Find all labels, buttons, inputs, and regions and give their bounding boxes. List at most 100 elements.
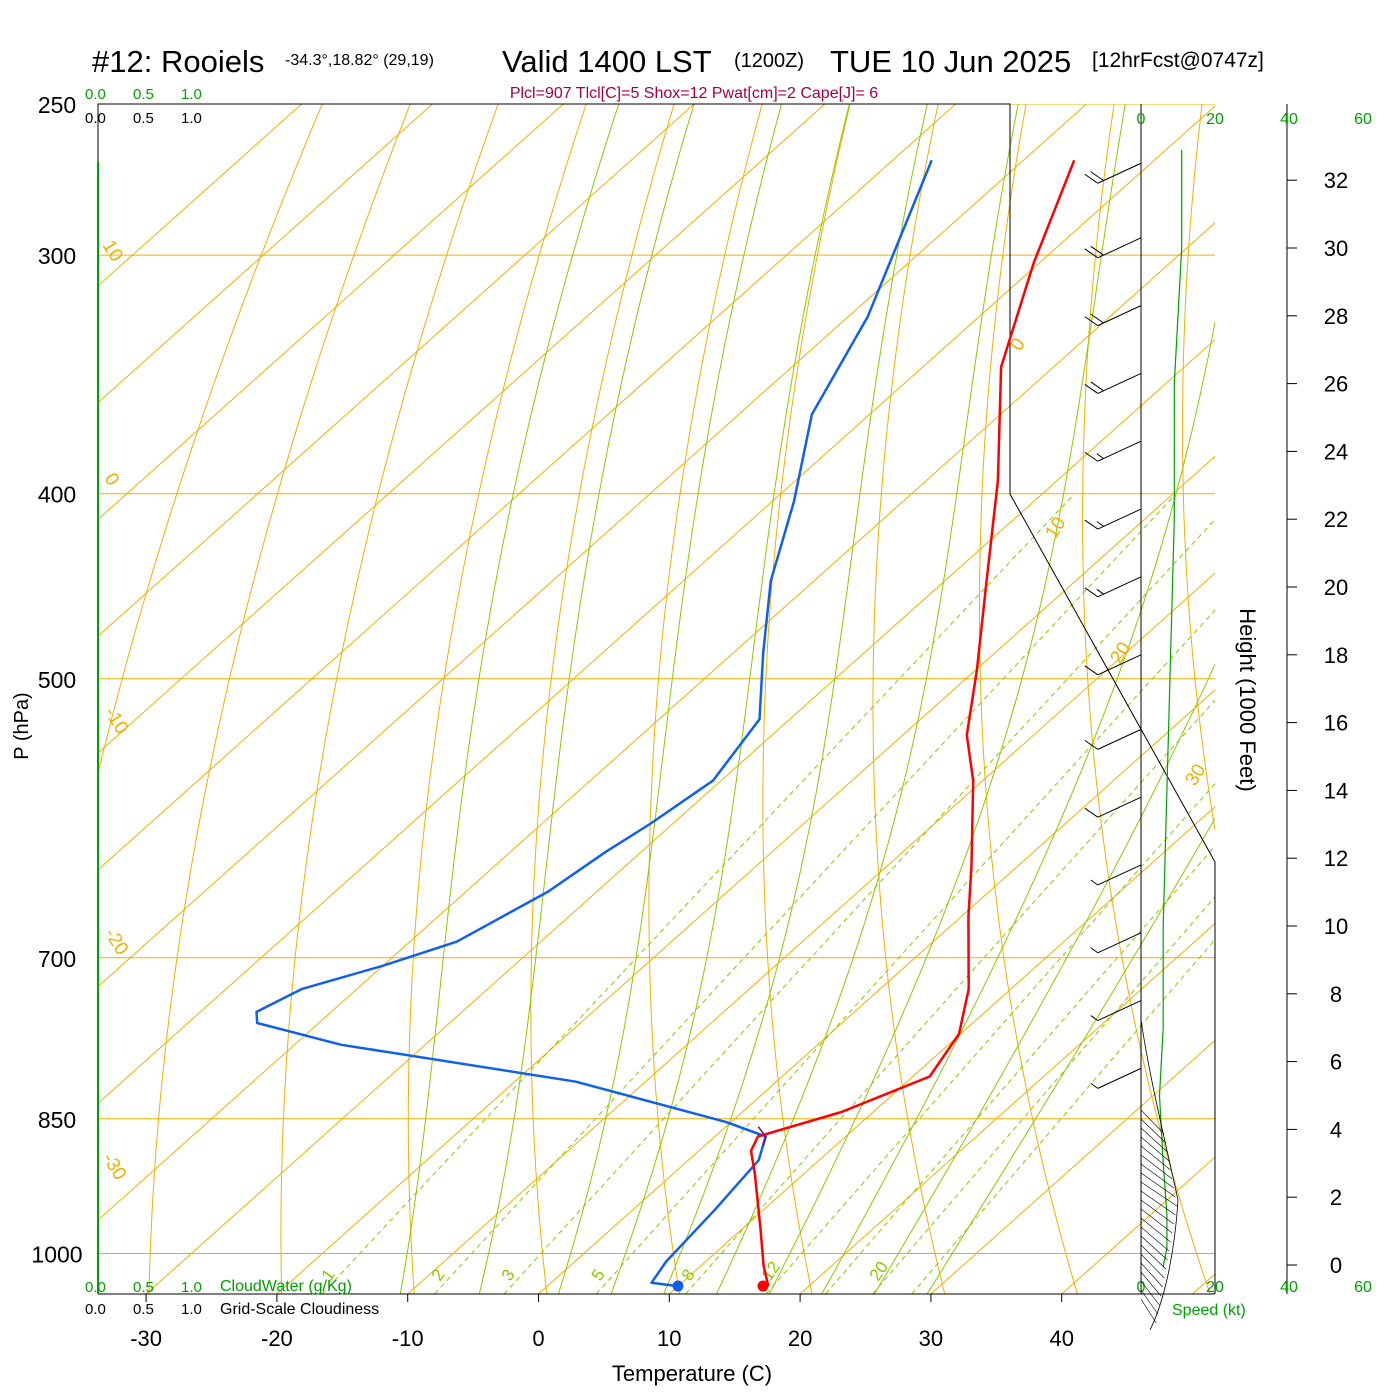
isotherm-label: 20 [1106,639,1135,668]
valid-time: Valid 1400 LST [502,44,712,79]
dry-adiabat-line [407,104,587,1294]
cloudiness-tick: 1.0 [181,1301,202,1318]
height-tick-label: 4 [1330,1117,1342,1142]
isotherm-line [538,689,1215,1294]
isotherm-line [98,105,1215,1105]
hatch-line [1140,1145,1171,1171]
pressure-label: 500 [38,667,76,693]
height-tick-label: 22 [1324,507,1348,532]
cloudwater-label: CloudWater (g/Kg) [220,1278,352,1295]
wind-barb-flag [1084,248,1099,259]
cloudiness-label: Grid-Scale Cloudiness [220,1301,379,1318]
moist-adiabat-line [478,104,695,1294]
dry-adiabat-line [979,104,1079,1294]
x-tick-label: 20 [788,1326,812,1351]
wind-barb [1084,162,1142,184]
low-level-wind-hatch [1140,1019,1179,1331]
height-tick-label: 0 [1330,1253,1342,1278]
isotherm-line [98,104,564,521]
moist-adiabat-line [557,104,782,1294]
hatch-line [1140,1280,1160,1306]
wind-barb [1084,305,1142,327]
hatch-line [1140,1163,1174,1189]
isotherm-line [98,104,826,754]
cloudwater-tick: 0.5 [133,1279,154,1296]
hatch-line [1140,1109,1165,1135]
cloudiness-tick: 0.5 [133,110,154,127]
cloudiness-tick: 0.5 [133,1301,154,1318]
mixing-ratio-line [595,609,1215,1294]
wind-barb-staff [1097,654,1142,676]
hatch-line [1140,1172,1176,1198]
mixing-ratio-label: 2 [428,1266,449,1285]
wind-barb-flag [1090,1015,1099,1021]
surface-dewpoint-point [672,1280,684,1292]
isotherm-line [1323,104,1400,1294]
hatch-line [1140,1199,1174,1225]
wind-barb-staff [1097,728,1142,750]
pressure-label: 250 [38,92,76,118]
isotherm-line [668,806,1215,1294]
dry-adiabat-line [530,104,675,1294]
isotherm-line [930,1039,1215,1294]
speed-tick-label: 20 [1206,111,1224,128]
x-tick-label: -20 [261,1326,293,1351]
wind-barb [1090,1067,1142,1089]
cloudwater-tick: 1.0 [181,86,202,103]
stability-indices: Plcl=907 Tlcl[C]=5 Shox=12 Pwat[cm]=2 Ca… [510,85,878,102]
isotherm-label: -30 [98,1150,130,1184]
height-tick-label: 6 [1330,1050,1342,1075]
wind-barb-staff [1097,864,1142,886]
speed-tick-label: 40 [1280,1279,1298,1296]
dry-adiabat-line [872,104,946,1294]
pressure-label: 700 [38,946,76,972]
wind-barb-staff [1097,796,1142,818]
pressure-label: 300 [38,243,76,269]
height-tick-label: 8 [1330,982,1342,1007]
moist-adiabat-line [821,319,1215,1294]
chart-header: #12: Rooiels -34.3°,18.82° (29,19) Valid… [92,44,1264,102]
hatch-line [1140,1136,1170,1162]
height-tick-label: 18 [1324,643,1348,668]
speed-axis-title: Speed (kt) [1172,1302,1246,1319]
height-tick-label: 32 [1324,168,1348,193]
isotherm-line [145,338,1215,1294]
height-tick-label: 26 [1324,372,1348,397]
pressure-label: 1000 [31,1242,82,1268]
wind-barb-flag [1084,384,1099,394]
wind-barb-flag [1090,381,1105,392]
hatch-line [1140,1244,1167,1270]
isotherm-line [276,455,1215,1294]
x-tick-label: -30 [130,1326,162,1351]
wind-barb-flag [1096,521,1105,527]
wind-barb [1084,508,1142,530]
x-axis-title: Temperature (C) [612,1361,772,1386]
wind-barb-flag [1084,665,1099,676]
speed-tick-label: 60 [1354,1279,1372,1296]
speed-tick-label: 60 [1354,111,1372,128]
wind-barb-staff [1097,576,1142,598]
isotherm-line [98,104,695,637]
isotherm-line [98,104,433,404]
mixing-ratio-line [503,518,1215,1294]
dry-adiabat-line [280,104,499,1294]
height-tick-label: 28 [1324,304,1348,329]
mixing-ratio-label: 20 [866,1258,892,1284]
isotherm-label: 10 [1041,514,1070,543]
dry-adiabat-line [98,104,323,776]
mixing-ratio-label: 3 [498,1266,519,1285]
wind-barb [1084,372,1142,394]
parcel-line [757,1126,767,1147]
x-tick-label: -10 [392,1326,424,1351]
hatch-line [1140,1253,1165,1279]
moist-adiabat-line [926,817,1215,1294]
height-tick-label: 16 [1324,711,1348,736]
dry-adiabat-line [1082,104,1211,1294]
cloudiness-tick: 0.0 [85,110,106,127]
wind-barb-flag [1084,316,1099,327]
wind-barb [1084,728,1142,750]
wind-barb [1084,440,1142,462]
cloudwater-tick: 0.0 [85,1279,106,1296]
y-axis-title: P (hPa) [11,692,33,759]
